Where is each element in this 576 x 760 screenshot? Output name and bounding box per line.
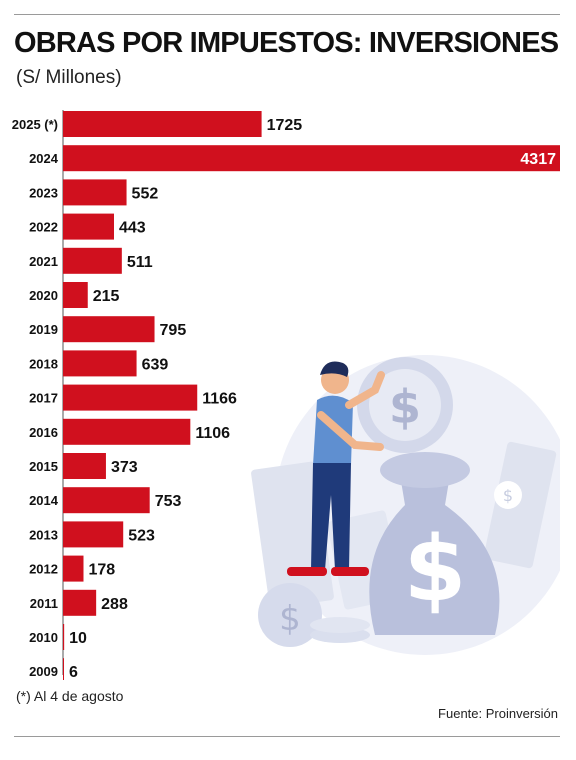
bars-group: 2025 (*) 1725 2024 4317 2023 552 2022 443 2021 51… — [12, 111, 560, 680]
footnote: (*) Al 4 de agosto — [16, 688, 124, 704]
category-label: 2019 — [29, 322, 58, 337]
bar — [63, 111, 262, 137]
top-rule — [14, 14, 560, 15]
bar — [63, 350, 137, 377]
value-label: 10 — [69, 630, 87, 647]
bottom-rule — [14, 736, 560, 737]
category-label: 2015 — [29, 459, 58, 474]
bar — [63, 624, 65, 650]
bar — [63, 179, 127, 206]
category-label: 2016 — [29, 425, 58, 440]
category-label: 2025 (*) — [12, 117, 58, 132]
category-label: 2020 — [29, 288, 58, 303]
bar — [63, 521, 124, 548]
value-label: 288 — [101, 596, 128, 613]
bar — [63, 247, 122, 274]
source-note: Fuente: Proinversión — [438, 706, 558, 721]
category-label: 2012 — [29, 562, 58, 577]
chart-subtitle: (S/ Millones) — [16, 67, 122, 88]
svg-text:$: $ — [503, 486, 513, 505]
value-label: 795 — [160, 322, 187, 339]
value-label: 4317 — [520, 151, 556, 168]
value-label: 443 — [119, 220, 146, 237]
value-label: 1725 — [267, 117, 303, 134]
bar — [63, 213, 115, 240]
value-label: 1106 — [195, 425, 230, 442]
category-label: 2011 — [30, 596, 58, 611]
bar — [63, 658, 64, 680]
category-label: 2013 — [29, 527, 58, 542]
bar — [63, 453, 106, 479]
bar — [63, 589, 97, 616]
svg-text:$: $ — [279, 599, 301, 639]
category-label: 2021 — [29, 254, 58, 269]
value-label: 523 — [128, 527, 155, 544]
chart-title: OBRAS POR IMPUESTOS: INVERSIONES — [14, 27, 559, 59]
value-label: 6 — [69, 664, 78, 680]
category-label: 2023 — [29, 185, 58, 200]
category-label: 2009 — [29, 664, 58, 679]
category-label: 2010 — [29, 630, 58, 645]
category-label: 2014 — [29, 493, 59, 508]
investment-illustration: $ $ $ $ — [251, 355, 560, 655]
category-label: 2018 — [29, 356, 58, 371]
bar — [63, 418, 191, 445]
value-label: 552 — [132, 185, 159, 202]
bar — [63, 145, 560, 172]
bar — [63, 555, 84, 582]
bar — [63, 316, 155, 343]
category-label: 2024 — [29, 151, 59, 166]
bar-chart: 2025 (*) 1725 2024 4317 2023 552 2022 443 2021 51… — [12, 110, 560, 680]
svg-text:$: $ — [389, 380, 421, 434]
value-label: 215 — [93, 288, 120, 305]
value-label: 1166 — [202, 391, 237, 408]
category-label: 2022 — [29, 220, 58, 235]
value-label: 178 — [88, 562, 115, 579]
bar — [63, 487, 150, 514]
category-label: 2017 — [29, 391, 58, 406]
bar — [63, 384, 198, 411]
value-label: 373 — [111, 459, 138, 476]
value-label: 639 — [142, 356, 169, 373]
svg-text:$: $ — [404, 517, 467, 622]
value-label: 511 — [127, 254, 153, 271]
value-label: 753 — [155, 493, 182, 510]
bar — [63, 282, 88, 308]
